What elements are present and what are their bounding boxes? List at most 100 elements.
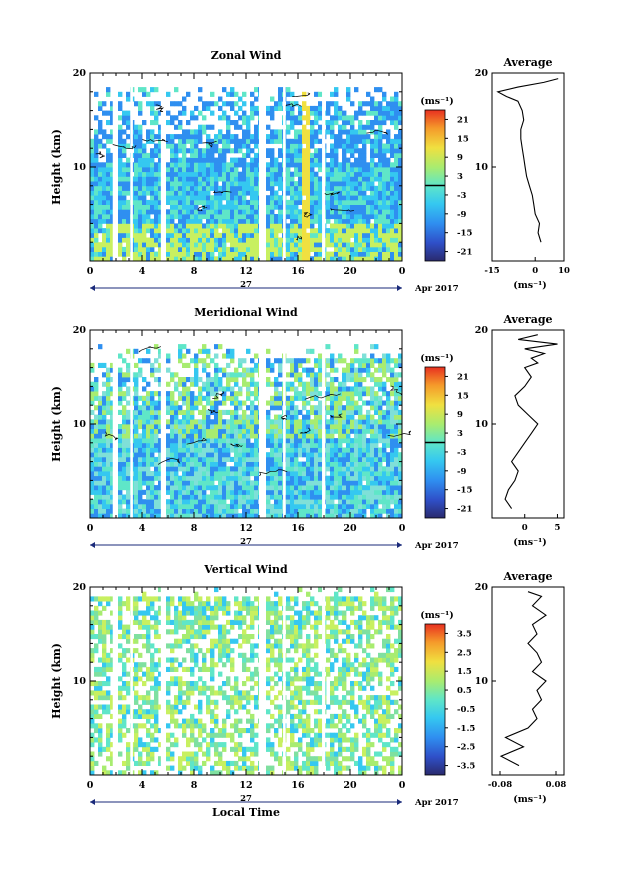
profile-unit: (ms⁻¹)	[513, 794, 547, 805]
panel-title: Zonal Wind	[211, 49, 282, 62]
average-profile: Average -15 0 10 10 20 (ms⁻¹)	[475, 56, 570, 291]
profile-tick-label: 0.08	[546, 780, 567, 790]
x-tick-label: 4	[139, 523, 146, 534]
colorbar-tick-label: 9	[457, 153, 463, 163]
colorbar-tick-label: 15	[457, 391, 469, 401]
x-tick-label: 12	[239, 266, 252, 277]
y-axis: 10 20	[73, 68, 402, 262]
colorbar-tick-label: -15	[457, 229, 472, 239]
colorbar-tick-label: 15	[457, 134, 469, 144]
colorbar-tick-label: -3	[457, 191, 467, 201]
x-tick-label: 20	[343, 780, 357, 791]
colorbar-tick-label: -9	[457, 467, 467, 477]
y-axis-label: Height (km)	[50, 386, 63, 462]
colorbar-unit: (ms⁻¹)	[420, 610, 454, 621]
zero-contours	[95, 92, 388, 241]
heatmap-cells	[90, 73, 403, 262]
colorbar-tick-label: -21	[457, 505, 472, 515]
date-day: 27	[240, 794, 252, 804]
profile-y-tick-label: 10	[475, 419, 489, 430]
colorbar-tick-label: 21	[457, 115, 469, 125]
x-axis: 0 4 8 12 16 20 0	[87, 587, 406, 791]
x-tick-label: 12	[239, 523, 252, 534]
profile-unit: (ms⁻¹)	[513, 280, 547, 291]
x-tick-label: 12	[239, 780, 252, 791]
colorbar-tick-label: -9	[457, 210, 467, 220]
profile-tick-label: -0.08	[488, 780, 512, 790]
x-tick-label: 20	[343, 523, 357, 534]
profile-tick-label: -15	[484, 266, 499, 276]
profile-y-tick-label: 20	[475, 68, 489, 79]
date-bar: 27 Apr 2017	[90, 280, 459, 294]
colorbar-unit: (ms⁻¹)	[420, 353, 454, 364]
profile-y-tick-label: 20	[475, 325, 489, 336]
profile-unit: (ms⁻¹)	[513, 537, 547, 548]
x-axis: 0 4 8 12 16 20 0	[87, 330, 406, 534]
x-tick-label: 8	[191, 523, 198, 534]
x-tick-label: 8	[191, 780, 198, 791]
y-axis-label: Height (km)	[50, 643, 63, 719]
x-axis: 0 4 8 12 16 20 0	[87, 73, 406, 277]
colorbar-tick-label: -15	[457, 486, 472, 496]
heatmap-cells	[90, 330, 403, 519]
colorbar: (ms⁻¹)21 15 9 3 -3 -9 -15 -21	[420, 353, 472, 519]
x-tick-label: 20	[343, 266, 357, 277]
colorbar-tick-label: 3	[457, 429, 463, 439]
date-month: Apr 2017	[414, 284, 459, 294]
panel-2: Meridional Wind 0 4 8 12 16 20 0 10 20 Height (km)…	[50, 306, 565, 551]
x-tick-label: 0	[399, 780, 406, 791]
average-profile: Average -0.08 0.08 10 20 (ms⁻¹)	[475, 570, 567, 805]
heatmap-cells	[90, 587, 403, 776]
colorbar: (ms⁻¹)21 15 9 3 -3 -9 -15 -21	[420, 96, 472, 262]
y-tick-label: 20	[73, 325, 87, 336]
y-tick-label: 10	[73, 162, 87, 173]
date-month: Apr 2017	[414, 541, 459, 551]
x-tick-label: 0	[399, 266, 406, 277]
profile-tick-label: 0	[532, 266, 538, 276]
panel-title: Vertical Wind	[203, 563, 288, 576]
y-tick-label: 10	[73, 419, 87, 430]
profile-title: Average	[502, 570, 552, 583]
zero-contours	[104, 346, 412, 477]
colorbar-tick-label: -2.5	[457, 743, 475, 753]
colorbar-tick-label: 0.5	[457, 686, 472, 696]
colorbar-unit: (ms⁻¹)	[420, 96, 454, 107]
colorbar-tick-label: -0.5	[457, 705, 475, 715]
colorbar-tick-label: 9	[457, 410, 463, 420]
y-tick-label: 20	[73, 582, 87, 593]
x-tick-label: 0	[87, 780, 94, 791]
date-bar: 27 Apr 2017	[90, 537, 459, 551]
date-month: Apr 2017	[414, 798, 459, 808]
x-tick-label: 0	[399, 523, 406, 534]
x-tick-label: 4	[139, 780, 146, 791]
date-day: 27	[240, 280, 252, 290]
profile-y-tick-label: 20	[475, 582, 489, 593]
profile-tick-label: 0	[522, 523, 528, 533]
y-axis-label: Height (km)	[50, 129, 63, 205]
x-axis-label: Local Time	[212, 806, 280, 819]
y-axis: 10 20	[73, 325, 402, 519]
colorbar-tick-label: 3	[457, 172, 463, 182]
x-tick-label: 8	[191, 266, 198, 277]
profile-title: Average	[502, 313, 552, 326]
colorbar-tick-label: 2.5	[457, 648, 472, 658]
colorbar: (ms⁻¹)3.5 2.5 1.5 0.5 -0.5 -1.5 -2.5 -3.5	[420, 610, 475, 776]
y-tick-label: 10	[73, 676, 87, 687]
panel-3: Vertical Wind 0 4 8 12 16 20 0 10 20 Height (km) 27…	[50, 563, 566, 819]
profile-title: Average	[502, 56, 552, 69]
x-tick-label: 16	[291, 523, 305, 534]
x-tick-label: 0	[87, 266, 94, 277]
x-tick-label: 0	[87, 523, 94, 534]
x-tick-label: 4	[139, 266, 146, 277]
profile-tick-label: 5	[554, 523, 560, 533]
profile-line	[504, 334, 558, 509]
colorbar-tick-label: -21	[457, 248, 472, 258]
colorbar-tick-label: -1.5	[457, 724, 475, 734]
panel-1: Zonal Wind 0 4 8 12 16 20 0 10 20 Height (km) 27 Apr…	[50, 49, 570, 294]
y-axis: 10 20	[73, 582, 402, 776]
colorbar-tick-label: 21	[457, 372, 469, 382]
colorbar-tick-label: 1.5	[457, 667, 472, 677]
x-tick-label: 16	[291, 266, 305, 277]
panel-title: Meridional Wind	[194, 306, 298, 319]
